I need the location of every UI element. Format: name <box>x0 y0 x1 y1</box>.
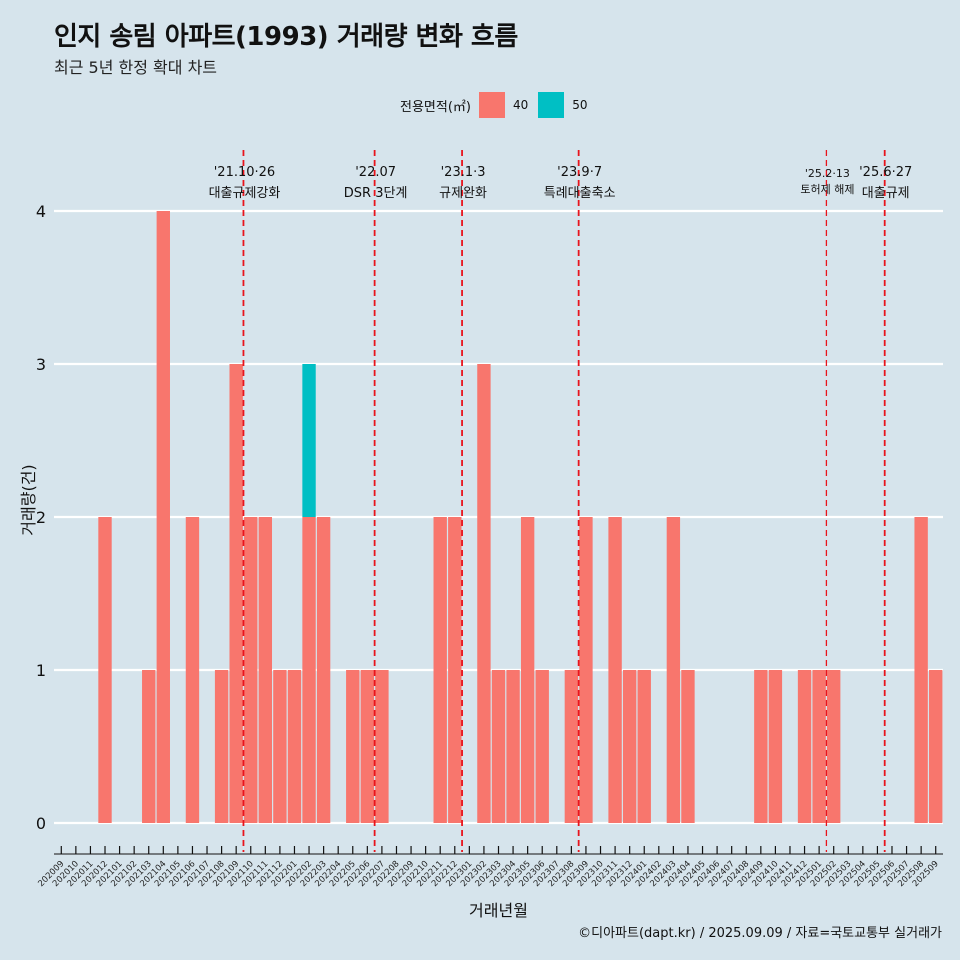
legend-label-50: 50 <box>572 98 588 112</box>
bar <box>302 364 316 517</box>
bar <box>929 670 943 823</box>
y-tick-label: 4 <box>36 202 46 221</box>
event-date: '23.1·3 <box>441 165 486 180</box>
bar <box>433 517 447 823</box>
legend-label-40: 40 <box>512 98 529 112</box>
event-date: '25.2·13 <box>805 167 850 180</box>
event-date: '21.10·26 <box>214 165 275 180</box>
bar <box>535 670 549 823</box>
bar <box>812 670 826 823</box>
bar <box>608 517 622 823</box>
event-label: 대출규제 <box>862 186 910 201</box>
bar <box>564 670 579 823</box>
legend-swatch-40 <box>478 92 505 118</box>
event-date: '22.07 <box>355 165 396 180</box>
bar <box>229 364 243 823</box>
bar <box>142 670 156 823</box>
event-date: '25.6·27 <box>859 165 912 180</box>
chart-title: 인지 송림 아파트(1993) 거래량 변화 흐름 <box>54 22 518 52</box>
bar <box>797 670 812 823</box>
y-tick-label: 3 <box>36 355 46 374</box>
legend-swatch-50 <box>538 92 565 118</box>
bar <box>914 517 928 823</box>
bar <box>273 670 287 823</box>
bar <box>346 670 360 823</box>
x-axis-title: 거래년월 <box>469 901 528 920</box>
event-label: 대출규제강화 <box>209 186 281 201</box>
bar <box>666 517 681 823</box>
bar <box>214 670 229 823</box>
legend-title: 전용면적(㎡) <box>400 99 471 115</box>
bar <box>827 670 841 823</box>
bar <box>360 670 375 823</box>
bar <box>768 670 783 823</box>
event-date: '23.9·7 <box>557 165 602 180</box>
bar <box>754 670 768 823</box>
event-label: 토허제 해제 <box>800 182 854 196</box>
bar <box>506 670 520 823</box>
bar <box>681 670 695 823</box>
bar <box>375 670 389 823</box>
bar <box>316 517 331 823</box>
bar <box>287 670 302 823</box>
event-label: DSR 3단계 <box>344 186 408 201</box>
y-axis-title: 거래량(건) <box>19 464 38 535</box>
y-tick-label: 2 <box>36 508 46 527</box>
chart-subtitle: 최근 5년 한정 확대 차트 <box>54 58 218 77</box>
bar <box>520 517 535 823</box>
legend: 전용면적(㎡) 40 50 <box>400 92 598 118</box>
bar <box>258 517 273 823</box>
bar <box>622 670 637 823</box>
bar <box>244 517 258 823</box>
bar <box>579 517 593 823</box>
bar <box>156 211 170 823</box>
event-label: 규제완화 <box>439 186 487 201</box>
y-tick-label: 1 <box>36 661 46 680</box>
bar <box>448 517 462 823</box>
event-label: 특례대출축소 <box>544 186 616 201</box>
bar <box>637 670 651 823</box>
bar <box>491 670 506 823</box>
bar <box>302 517 316 823</box>
y-tick-label: 0 <box>36 814 46 833</box>
bar <box>185 517 200 823</box>
bar <box>477 364 491 823</box>
caption: ©디아파트(dapt.kr) / 2025.09.09 / 자료=국토교통부 실… <box>578 926 942 941</box>
bar <box>98 517 112 823</box>
